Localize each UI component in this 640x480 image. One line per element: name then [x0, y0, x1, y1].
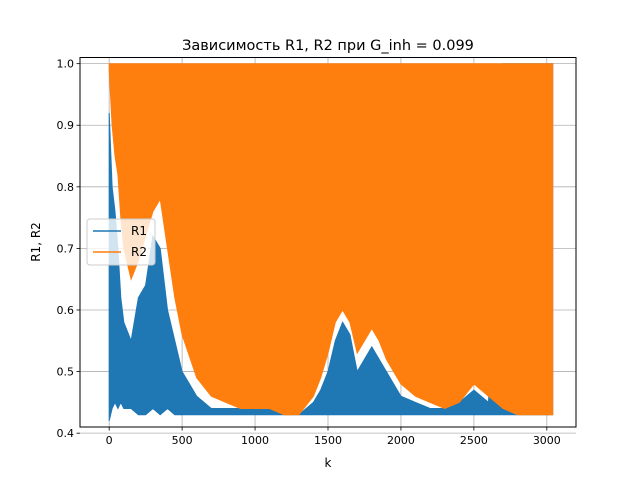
y-tick-label: 0.7	[57, 242, 75, 255]
y-tick-label: 0.9	[57, 119, 75, 132]
y-axis-label: R1, R2	[29, 222, 43, 262]
series-layer	[108, 63, 554, 421]
chart-title: Зависимость R1, R2 при G_inh = 0.099	[182, 38, 474, 54]
legend: R1 R2	[86, 218, 156, 266]
y-tick-label: 0.8	[57, 181, 75, 194]
y-tick-label: 0.5	[57, 366, 75, 379]
y-tick-label: 0.4	[57, 427, 75, 440]
x-tick-label: 2500	[460, 434, 488, 447]
series-r2-band	[108, 63, 554, 416]
x-tick-label: 2000	[387, 434, 415, 447]
series-r2	[108, 63, 554, 416]
x-axis-label: k	[325, 456, 332, 470]
x-tick-label: 500	[172, 434, 193, 447]
ticks: 0 500 1000 1500 2000 2500 3000 0.4 0.5 0.6 0.7 0.8 0…	[57, 58, 561, 447]
legend-r2-label: R2	[131, 245, 147, 259]
legend-r1-label: R1	[131, 224, 147, 238]
x-tick-label: 3000	[533, 434, 561, 447]
x-tick-label: 1500	[314, 434, 342, 447]
y-tick-label: 1.0	[57, 58, 75, 71]
x-tick-label: 0	[106, 434, 113, 447]
y-tick-label: 0.6	[57, 304, 75, 317]
x-tick-label: 1000	[241, 434, 269, 447]
